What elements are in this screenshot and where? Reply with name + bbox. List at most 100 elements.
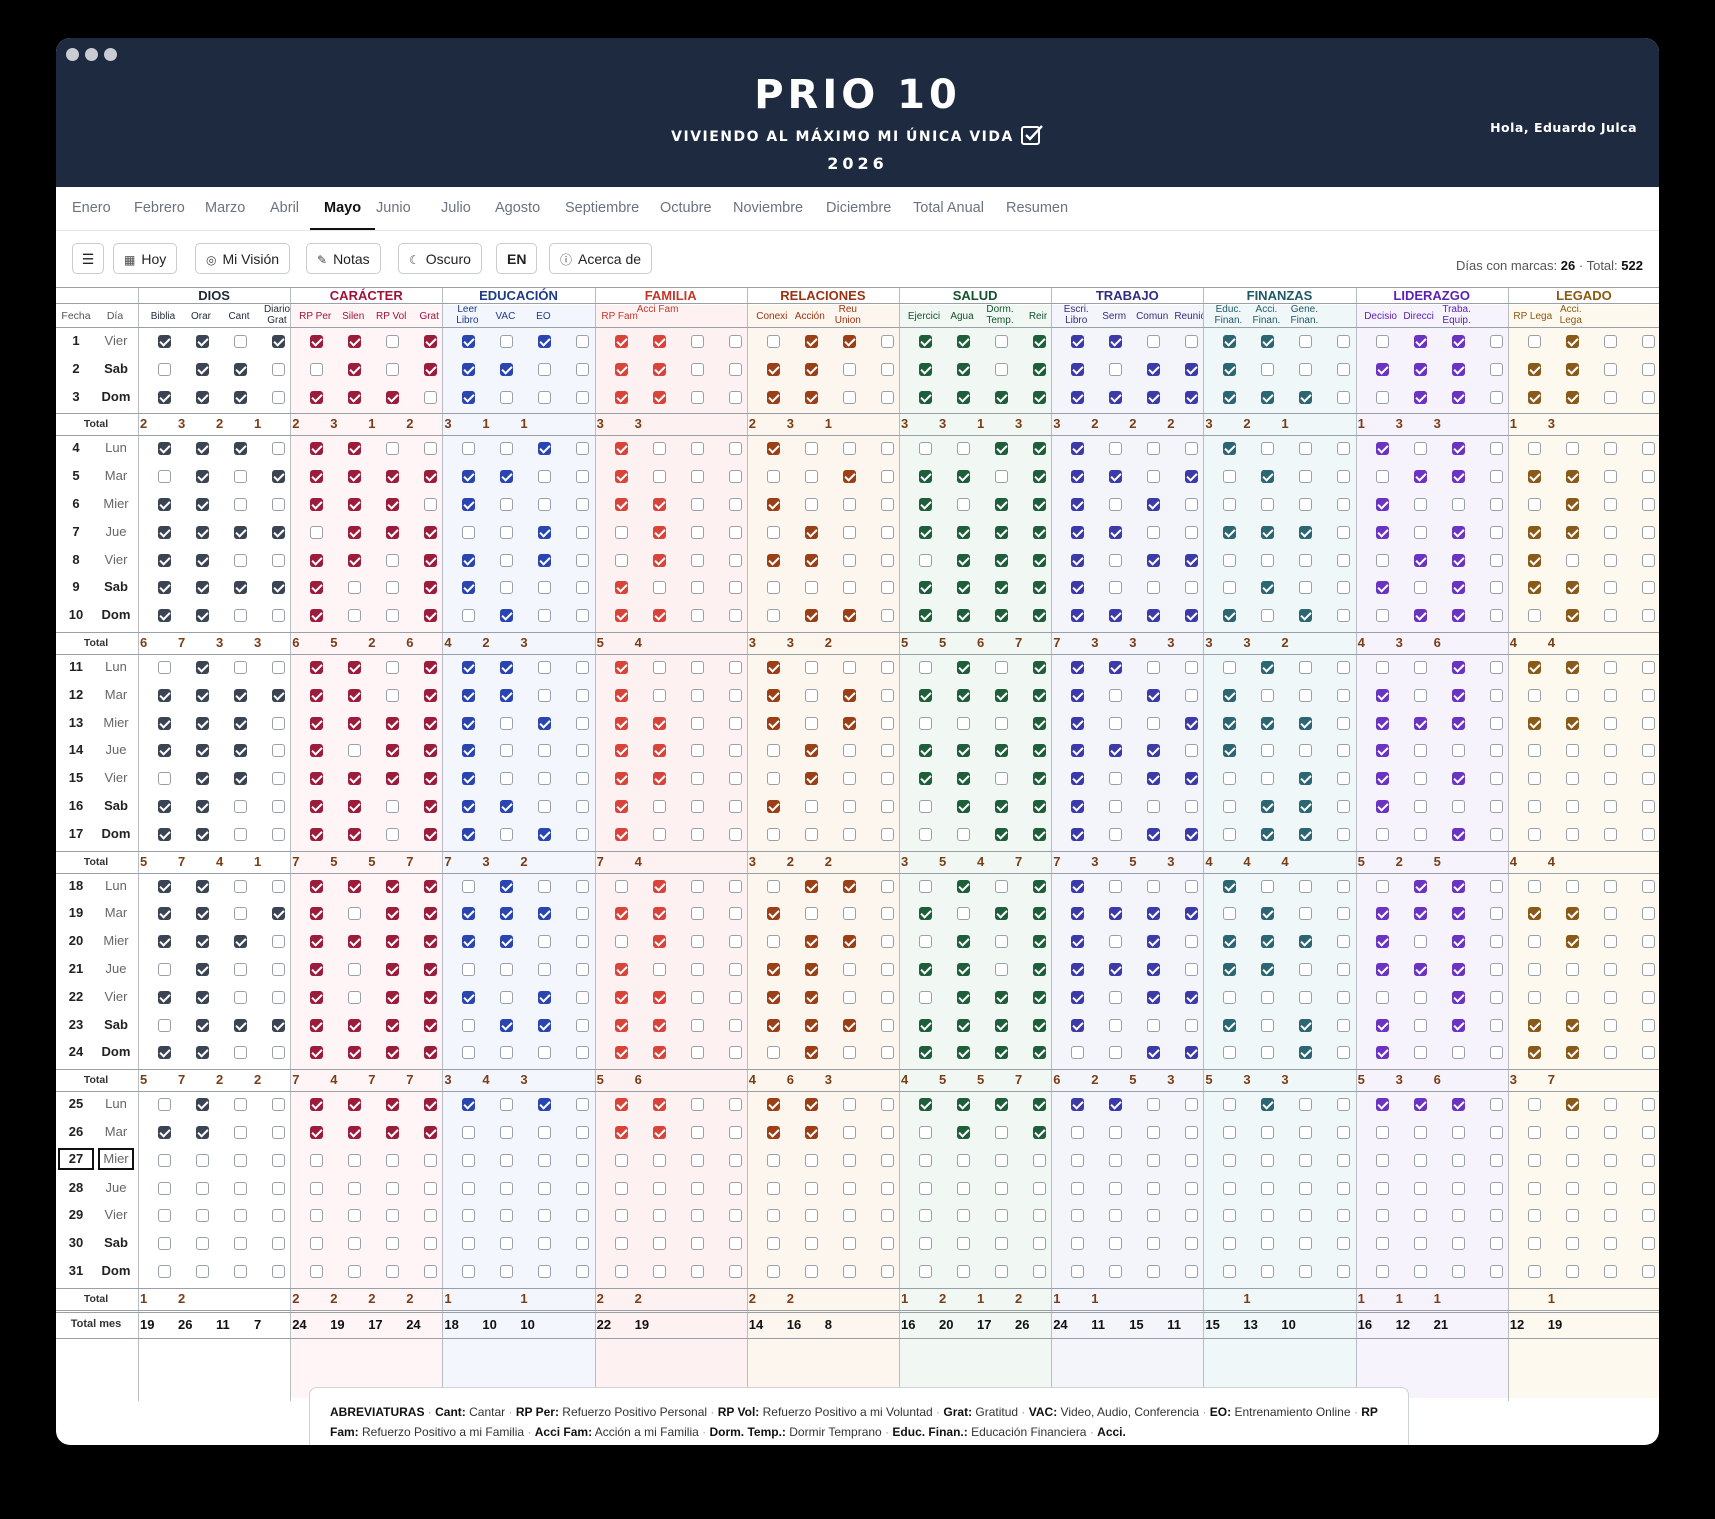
habit-checkbox[interactable]: [1109, 963, 1123, 976]
habit-checkbox[interactable]: [1261, 963, 1275, 976]
habit-checkbox[interactable]: [766, 688, 780, 702]
habit-checkbox[interactable]: [1413, 744, 1427, 758]
habit-checkbox[interactable]: [196, 688, 209, 702]
habit-checkbox[interactable]: [1299, 1018, 1313, 1032]
habit-checkbox[interactable]: [158, 827, 171, 841]
habit-checkbox[interactable]: [500, 1181, 514, 1195]
habit-checkbox[interactable]: [386, 525, 400, 539]
habit-checkbox[interactable]: [1223, 390, 1237, 404]
habit-checkbox[interactable]: [1375, 1098, 1389, 1112]
habit-checkbox[interactable]: [614, 442, 628, 456]
habit-checkbox[interactable]: [919, 362, 932, 376]
habit-checkbox[interactable]: [1337, 1098, 1351, 1112]
habit-checkbox[interactable]: [842, 1098, 856, 1112]
habit-checkbox[interactable]: [842, 390, 856, 404]
habit-checkbox[interactable]: [1565, 581, 1579, 595]
habit-checkbox[interactable]: [576, 609, 590, 623]
habit-checkbox[interactable]: [272, 1046, 285, 1060]
habit-checkbox[interactable]: [728, 688, 742, 702]
habit-checkbox[interactable]: [1185, 609, 1199, 623]
habit-checkbox[interactable]: [1185, 963, 1199, 976]
habit-checkbox[interactable]: [1603, 827, 1617, 841]
habit-checkbox[interactable]: [1147, 498, 1161, 511]
habit-checkbox[interactable]: [1033, 362, 1046, 376]
habit-checkbox[interactable]: [652, 963, 666, 976]
habit-checkbox[interactable]: [919, 744, 932, 758]
habit-checkbox[interactable]: [538, 990, 552, 1004]
habit-checkbox[interactable]: [690, 362, 704, 376]
habit-checkbox[interactable]: [1641, 1018, 1655, 1032]
habit-checkbox[interactable]: [652, 1181, 666, 1195]
habit-checkbox[interactable]: [1489, 609, 1503, 623]
habit-checkbox[interactable]: [1413, 362, 1427, 376]
habit-checkbox[interactable]: [880, 661, 894, 674]
habit-checkbox[interactable]: [1109, 1126, 1123, 1139]
habit-checkbox[interactable]: [576, 1237, 590, 1251]
habit-checkbox[interactable]: [424, 935, 438, 949]
habit-checkbox[interactable]: [1033, 688, 1046, 702]
habit-checkbox[interactable]: [919, 1126, 932, 1139]
habit-checkbox[interactable]: [1489, 744, 1503, 758]
habit-checkbox[interactable]: [919, 827, 932, 841]
habit-checkbox[interactable]: [348, 442, 362, 456]
habit-checkbox[interactable]: [842, 935, 856, 949]
habit-checkbox[interactable]: [500, 935, 514, 949]
habit-checkbox[interactable]: [957, 1018, 970, 1032]
habit-checkbox[interactable]: [652, 1237, 666, 1251]
habit-checkbox[interactable]: [1489, 581, 1503, 595]
habit-checkbox[interactable]: [1527, 1181, 1541, 1195]
habit-checkbox[interactable]: [1527, 442, 1541, 456]
habit-checkbox[interactable]: [919, 990, 932, 1004]
habit-checkbox[interactable]: [1641, 1153, 1655, 1167]
habit-checkbox[interactable]: [1565, 525, 1579, 539]
habit-checkbox[interactable]: [1261, 1153, 1275, 1167]
habit-checkbox[interactable]: [234, 470, 247, 484]
habit-checkbox[interactable]: [1641, 1181, 1655, 1195]
habit-checkbox[interactable]: [1337, 744, 1351, 758]
habit-checkbox[interactable]: [500, 716, 514, 730]
habit-checkbox[interactable]: [1033, 990, 1046, 1004]
habit-checkbox[interactable]: [1603, 442, 1617, 456]
habit-checkbox[interactable]: [614, 1265, 628, 1278]
about-button[interactable]: ⓘ Acerca de: [549, 243, 653, 274]
habit-checkbox[interactable]: [1033, 1181, 1046, 1195]
habit-checkbox[interactable]: [424, 879, 438, 893]
habit-checkbox[interactable]: [348, 335, 362, 348]
habit-checkbox[interactable]: [880, 1153, 894, 1167]
habit-checkbox[interactable]: [1033, 827, 1046, 841]
habit-checkbox[interactable]: [766, 609, 780, 623]
habit-checkbox[interactable]: [576, 581, 590, 595]
habit-checkbox[interactable]: [500, 609, 514, 623]
habit-checkbox[interactable]: [1185, 772, 1199, 786]
habit-checkbox[interactable]: [1147, 1181, 1161, 1195]
habit-checkbox[interactable]: [386, 1153, 400, 1167]
habit-checkbox[interactable]: [1527, 716, 1541, 730]
habit-checkbox[interactable]: [424, 362, 438, 376]
habit-checkbox[interactable]: [1261, 1181, 1275, 1195]
habit-checkbox[interactable]: [348, 1209, 362, 1223]
habit-checkbox[interactable]: [196, 1181, 209, 1195]
habit-checkbox[interactable]: [1451, 990, 1465, 1004]
habit-checkbox[interactable]: [1375, 1237, 1389, 1251]
habit-checkbox[interactable]: [1033, 1126, 1046, 1139]
habit-checkbox[interactable]: [1603, 1237, 1617, 1251]
habit-checkbox[interactable]: [272, 827, 285, 841]
habit-checkbox[interactable]: [462, 442, 476, 456]
habit-checkbox[interactable]: [1565, 688, 1579, 702]
habit-checkbox[interactable]: [766, 553, 780, 567]
habit-checkbox[interactable]: [348, 362, 362, 376]
habit-checkbox[interactable]: [842, 800, 856, 813]
habit-checkbox[interactable]: [880, 498, 894, 511]
habit-checkbox[interactable]: [424, 470, 438, 484]
habit-checkbox[interactable]: [1071, 1018, 1085, 1032]
habit-checkbox[interactable]: [842, 498, 856, 511]
habit-checkbox[interactable]: [462, 470, 476, 484]
habit-checkbox[interactable]: [1147, 1153, 1161, 1167]
habit-checkbox[interactable]: [462, 1018, 476, 1032]
habit-checkbox[interactable]: [728, 1018, 742, 1032]
habit-checkbox[interactable]: [272, 390, 285, 404]
habit-checkbox[interactable]: [1299, 827, 1313, 841]
habit-checkbox[interactable]: [1299, 362, 1313, 376]
habit-checkbox[interactable]: [652, 498, 666, 511]
habit-checkbox[interactable]: [1527, 1237, 1541, 1251]
